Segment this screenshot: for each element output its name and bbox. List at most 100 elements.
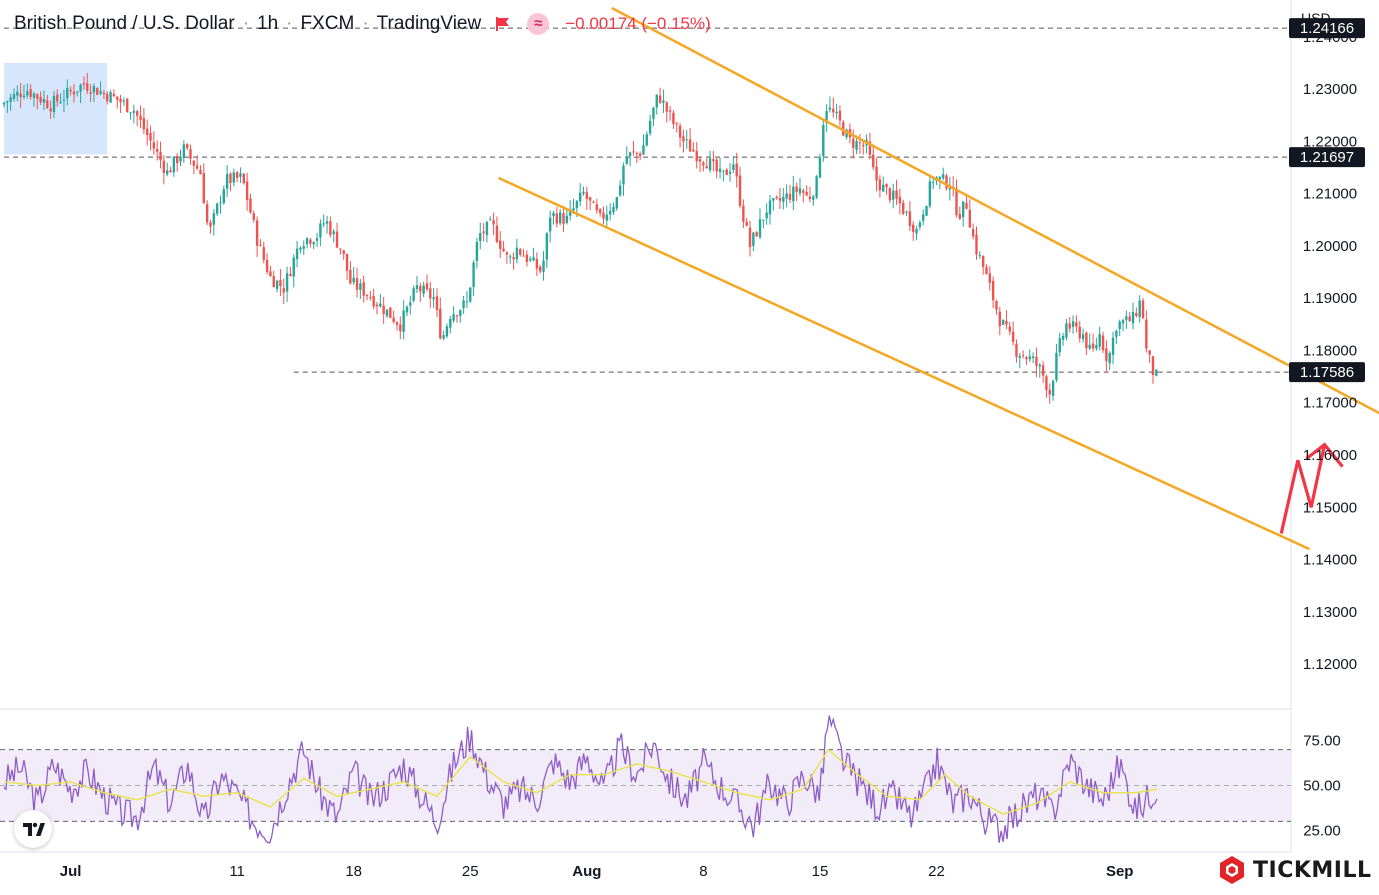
candle-body (1008, 326, 1011, 332)
candle-body (625, 156, 628, 164)
candle-body (588, 197, 592, 201)
candle-body (628, 152, 632, 157)
candle-body (255, 220, 259, 246)
candle-body (525, 254, 529, 262)
candle-body (922, 214, 925, 221)
candle-body (312, 242, 315, 245)
candles-group (2, 72, 1158, 404)
candle-body (778, 198, 782, 201)
price-tick-label: 1.16000 (1303, 447, 1357, 464)
candle-body (618, 185, 622, 196)
candle-body (36, 94, 39, 99)
price-tick-label: 1.18000 (1303, 342, 1357, 359)
candle-body (1015, 343, 1018, 357)
candle-body (39, 96, 42, 103)
candle-body (828, 107, 832, 110)
highlight-box[interactable] (4, 62, 108, 155)
time-tick-label: 22 (928, 863, 945, 880)
candle-body (132, 110, 136, 113)
candle-body (882, 184, 885, 192)
candle-body (642, 145, 645, 155)
tradingview-logo-button[interactable] (14, 810, 52, 848)
candle-body (126, 98, 129, 112)
candle-body (708, 158, 712, 171)
candle-body (782, 196, 785, 202)
candle-body (622, 165, 625, 185)
candle-body (915, 228, 918, 234)
candle-body (349, 269, 352, 284)
candle-body (285, 273, 289, 292)
time-tick-label: 25 (462, 863, 479, 880)
candle-body (572, 208, 575, 211)
candle-body (1135, 313, 1138, 316)
candle-body (72, 91, 76, 95)
candle-body (705, 166, 708, 169)
projection-arrowhead[interactable] (1305, 442, 1344, 468)
interval-label[interactable]: 1h (257, 13, 279, 34)
candle-body (412, 288, 415, 301)
candle-body (329, 221, 332, 235)
candle-body (442, 335, 445, 339)
time-tick-label: Aug (572, 863, 601, 880)
symbol-name[interactable]: British Pound / U.S. Dollar (14, 13, 235, 34)
candle-body (888, 188, 892, 201)
candle-body (718, 168, 722, 172)
candle-body (1041, 365, 1045, 376)
candle-body (59, 101, 62, 103)
candle-body (215, 203, 219, 214)
candle-body (189, 149, 192, 159)
header-separator: · (362, 13, 369, 34)
candle-body (515, 247, 519, 260)
candle-body (465, 301, 469, 303)
candle-body (99, 91, 102, 94)
candle-body (1151, 356, 1155, 375)
candle-body (975, 234, 978, 255)
candle-body (568, 209, 572, 216)
candle-body (558, 212, 562, 224)
candle-body (152, 142, 156, 149)
candle-body (16, 91, 19, 96)
candle-body (968, 209, 972, 228)
time-tick-label: 8 (699, 863, 707, 880)
candle-body (292, 257, 295, 277)
candle-body (1141, 300, 1145, 319)
candle-body (482, 231, 485, 234)
time-tick-label: 15 (812, 863, 829, 880)
flag-icon[interactable] (495, 16, 511, 32)
candle-body (29, 89, 32, 98)
currency-label: USD (1301, 10, 1331, 26)
source-label: TradingView (376, 13, 482, 34)
candle-body (748, 227, 752, 248)
candle-body (319, 223, 322, 238)
candle-body (1025, 357, 1028, 360)
candle-body (1065, 323, 1068, 338)
candle-body (1118, 321, 1121, 330)
candle-body (372, 295, 375, 307)
candle-body (898, 196, 902, 204)
rsi-line[interactable] (3, 715, 1158, 844)
candle-body (958, 214, 962, 219)
candle-body (825, 111, 828, 124)
channel-upper-line[interactable] (611, 6, 1379, 415)
candle-body (668, 110, 672, 112)
candle-body (245, 181, 249, 201)
candle-body (1128, 316, 1131, 322)
candle-body (172, 156, 176, 173)
candle-body (712, 159, 715, 162)
rsi-ma-line[interactable] (3, 748, 1158, 815)
channel-lower-line[interactable] (498, 176, 1311, 551)
candle-body (775, 197, 778, 199)
candle-body (722, 170, 725, 172)
candle-body (295, 248, 299, 260)
candle-body (971, 229, 975, 237)
candle-body (462, 300, 465, 309)
currency-selector[interactable]: USD ⌄ (1301, 10, 1344, 26)
candle-body (395, 322, 399, 325)
level-label: 1.24166 (1300, 20, 1354, 37)
price-tick-label: 1.17000 (1303, 395, 1357, 412)
candle-body (119, 98, 122, 103)
wave-icon[interactable]: ≈ (527, 13, 550, 35)
projection-arrow[interactable] (1279, 444, 1327, 534)
